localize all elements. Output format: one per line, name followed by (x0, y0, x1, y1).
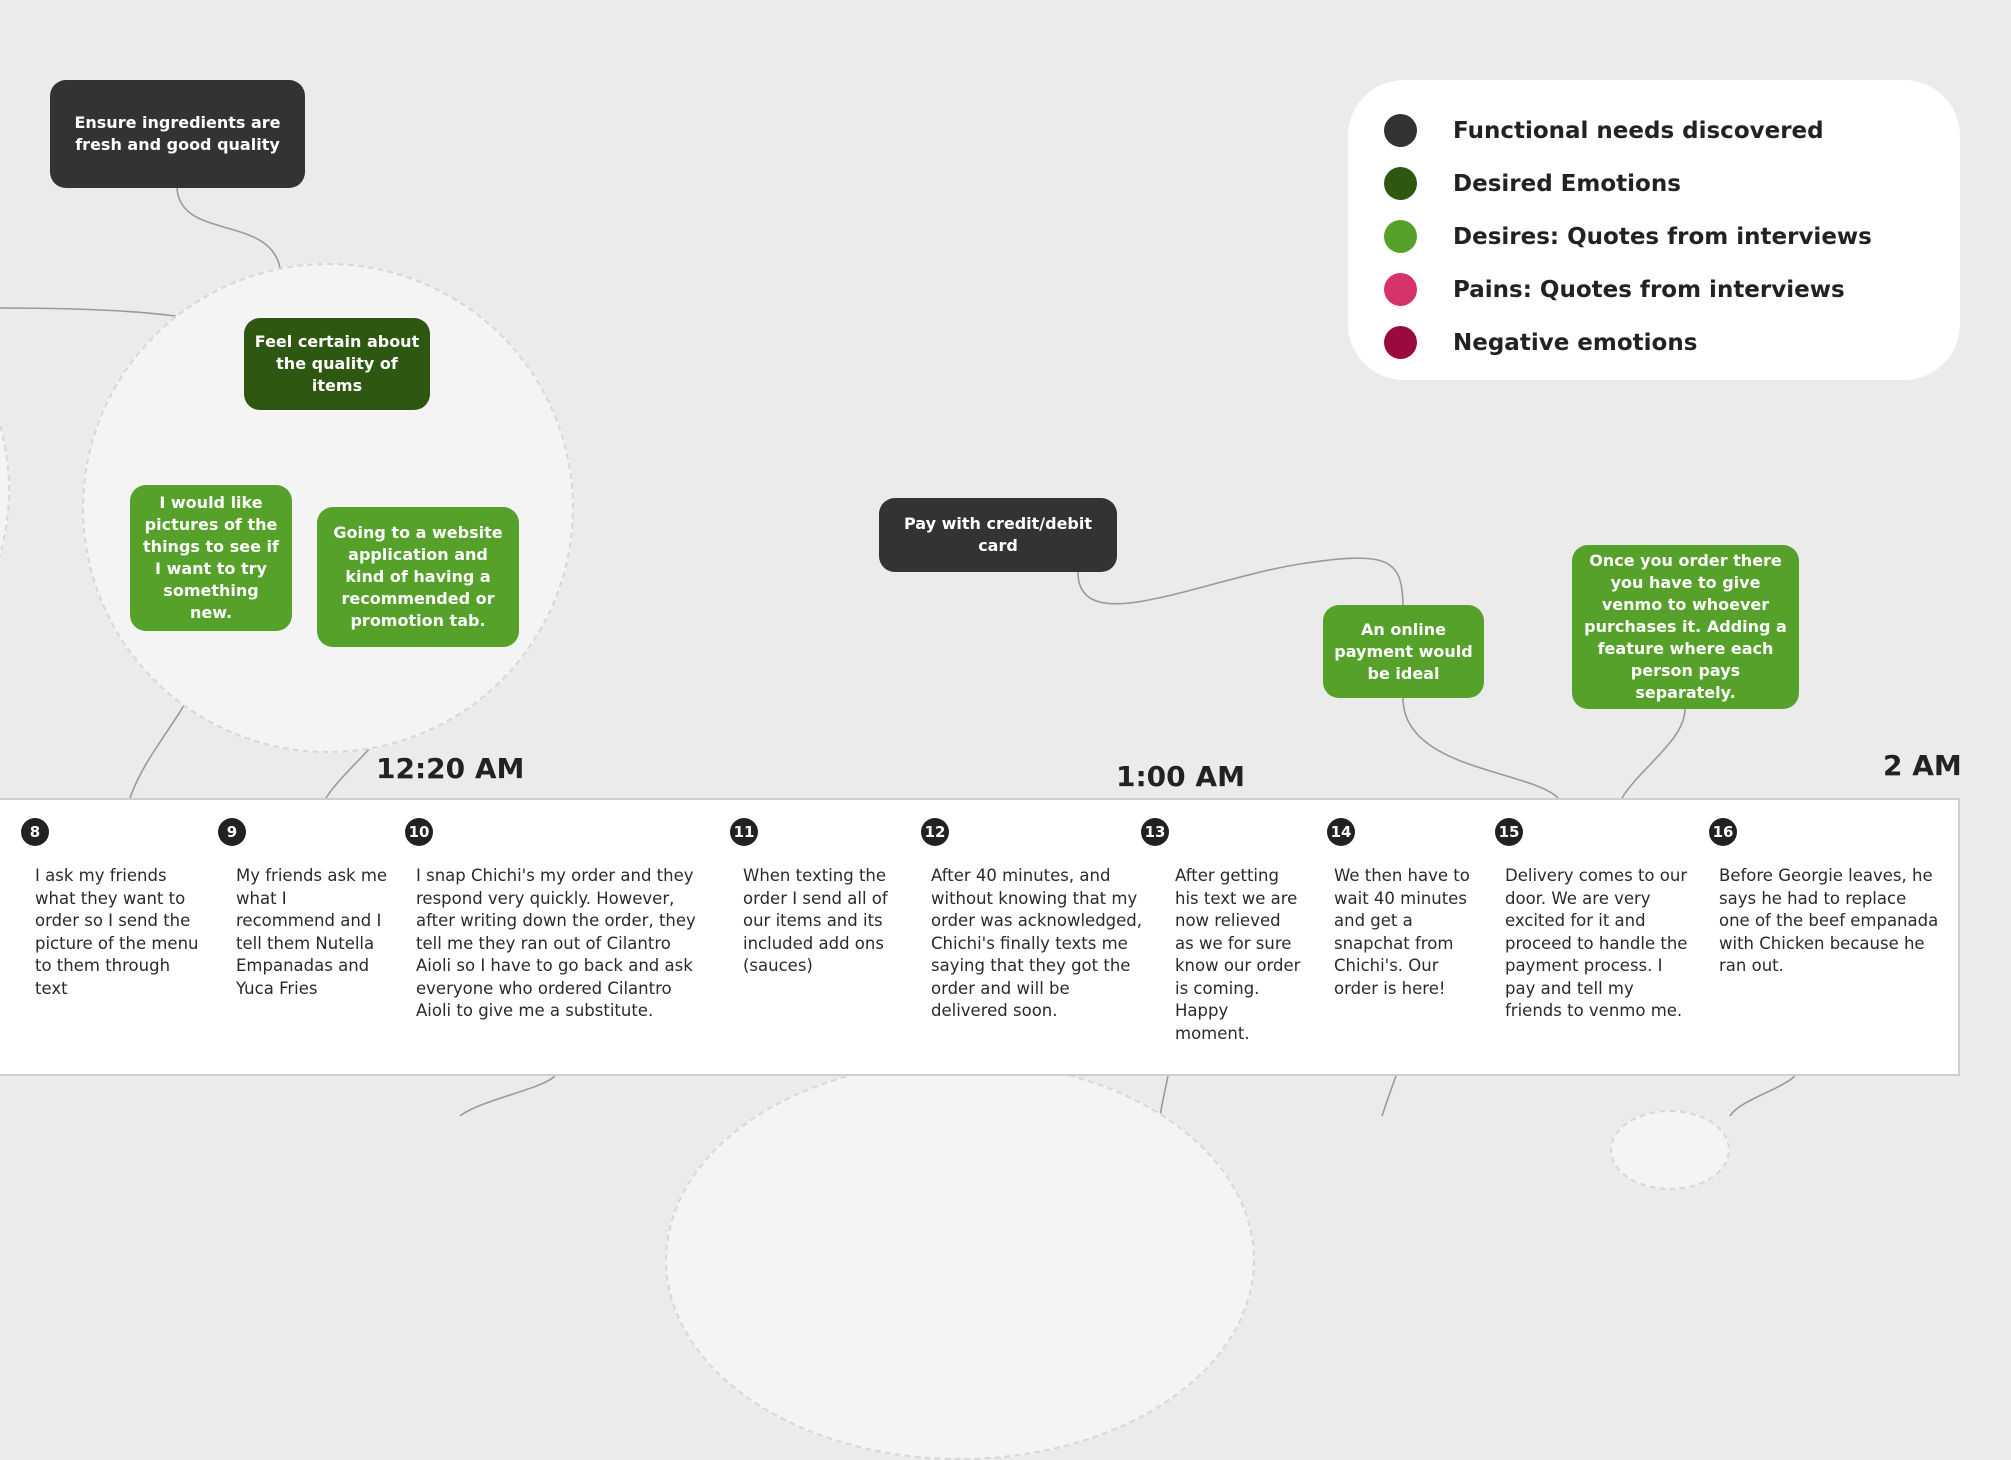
legend-item-desired-emotions: Desired Emotions (1384, 157, 1960, 210)
time-label-2am: 2 AM (1883, 749, 1962, 782)
legend-dot-dark (1384, 114, 1417, 147)
step-number-badge: 10 (405, 818, 433, 846)
legend-dot-pink (1384, 273, 1417, 306)
legend-dot-crimson (1384, 326, 1417, 359)
node-feel-certain-quality[interactable]: Feel certain about the quality of items (244, 318, 430, 410)
legend-label: Negative emotions (1453, 329, 1698, 356)
legend-label: Pains: Quotes from interviews (1453, 276, 1845, 303)
timeline-step: 12 After 40 minutes, and without knowing… (921, 818, 1143, 1023)
timeline-step: 15 Delivery comes to our door. We are ve… (1495, 818, 1695, 1023)
timeline-step: 14 We then have to wait 40 minutes and g… (1327, 818, 1487, 1000)
step-text: Before Georgie leaves, he says he had to… (1719, 866, 1939, 975)
step-text: I snap Chichi's my order and they respon… (416, 866, 696, 1020)
node-website-quote[interactable]: Going to a website application and kind … (317, 507, 519, 647)
legend-dot-dark-green (1384, 167, 1417, 200)
step-text: My friends ask me what I recommend and I… (236, 866, 388, 998)
step-text: When texting the order I send all of our… (743, 866, 888, 975)
legend-label: Desires: Quotes from interviews (1453, 223, 1872, 250)
step-number-badge: 8 (21, 818, 49, 846)
timeline-step: 13 After getting his text we are now rel… (1141, 818, 1301, 1045)
timeline-step: 8 I ask my friends what they want to ord… (21, 818, 203, 1000)
legend-item-negative-emotions: Negative emotions (1384, 316, 1960, 369)
step-text: After getting his text we are now reliev… (1175, 866, 1301, 1043)
legend-item-desires: Desires: Quotes from interviews (1384, 210, 1960, 263)
node-venmo-quote[interactable]: Once you order there you have to give ve… (1572, 545, 1799, 709)
legend-label: Desired Emotions (1453, 170, 1681, 197)
step-number-badge: 14 (1327, 818, 1355, 846)
legend-label: Functional needs discovered (1453, 117, 1824, 144)
timeline-step: 10 I snap Chichi's my order and they res… (405, 818, 710, 1023)
offscreen-cluster-circle-bottom-right (1610, 1110, 1730, 1190)
step-number-badge: 16 (1709, 818, 1737, 846)
node-pictures-quote[interactable]: I would like pictures of the things to s… (130, 485, 292, 631)
step-number-badge: 12 (921, 818, 949, 846)
step-number-badge: 15 (1495, 818, 1523, 846)
step-text: We then have to wait 40 minutes and get … (1334, 866, 1470, 998)
time-label-1220: 12:20 AM (376, 752, 525, 785)
step-text: After 40 minutes, and without knowing th… (931, 866, 1143, 1020)
legend-item-pains: Pains: Quotes from interviews (1384, 263, 1960, 316)
legend-item-functional-needs: Functional needs discovered (1384, 104, 1960, 157)
node-pay-credit-debit[interactable]: Pay with credit/debit card (879, 498, 1117, 572)
step-number-badge: 9 (218, 818, 246, 846)
timeline-panel (0, 798, 1960, 1076)
timeline-step: 16 Before Georgie leaves, he says he had… (1709, 818, 1939, 978)
node-online-payment-quote[interactable]: An online payment would be ideal (1323, 605, 1484, 698)
step-number-badge: 11 (730, 818, 758, 846)
legend: Functional needs discovered Desired Emot… (1348, 80, 1960, 380)
step-text: Delivery comes to our door. We are very … (1505, 866, 1688, 1020)
legend-dot-green (1384, 220, 1417, 253)
timeline-step: 11 When texting the order I send all of … (730, 818, 915, 978)
offscreen-cluster-circle-bottom (665, 1060, 1255, 1460)
time-label-100: 1:00 AM (1116, 760, 1245, 793)
step-text: I ask my friends what they want to order… (35, 866, 199, 998)
step-number-badge: 13 (1141, 818, 1169, 846)
node-ensure-ingredients-fresh[interactable]: Ensure ingredients are fresh and good qu… (50, 80, 305, 188)
timeline-step: 9 My friends ask me what I recommend and… (218, 818, 388, 1000)
